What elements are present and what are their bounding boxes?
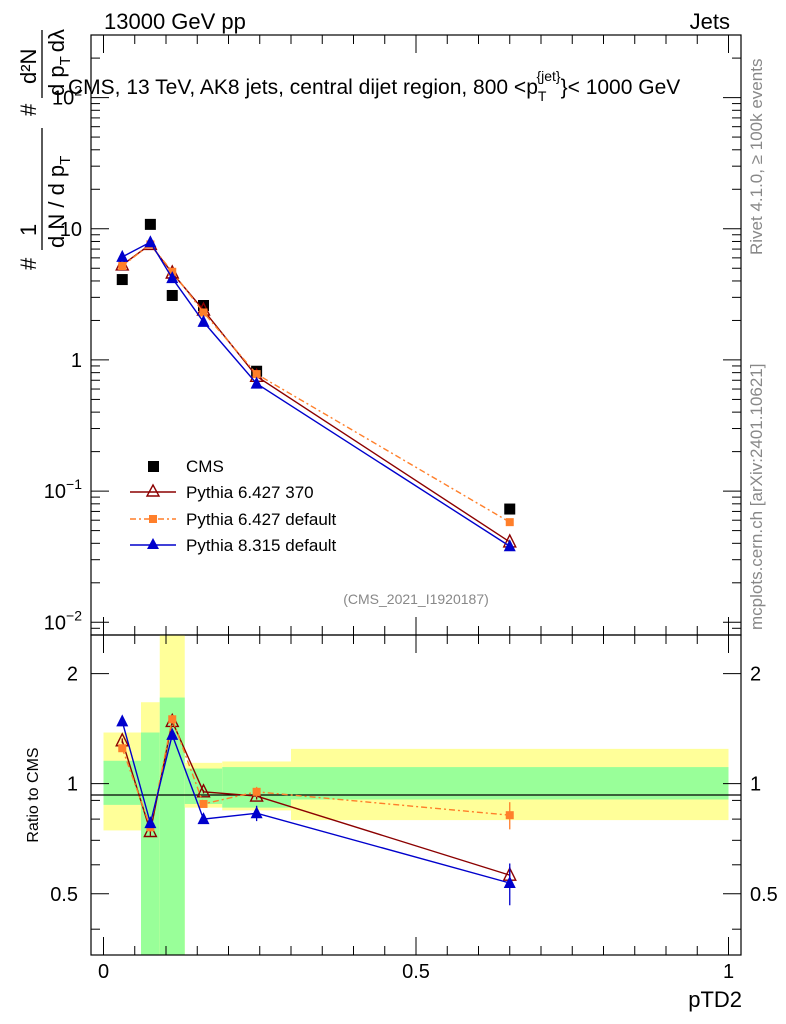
ratio-line [121, 716, 510, 830]
band-inner [291, 767, 729, 800]
legend-entry-p6-default: Pythia 6.427 default [130, 510, 337, 529]
data-point [197, 314, 210, 327]
main-ticks [91, 34, 741, 636]
data-point [252, 370, 261, 379]
series-pythia-8-315-default [116, 235, 516, 552]
ratio-line [121, 721, 510, 884]
y-tick-label-3: 10 [60, 219, 82, 241]
ratio-series-pythia-8-315-default [116, 714, 516, 906]
ratio-y-tick-label-right-2: 2 [750, 664, 761, 686]
svg-text:d²N: d²N [16, 49, 41, 84]
legend-entry-p8: Pythia 8.315 default [130, 536, 337, 555]
analysis-watermark: (CMS_2021_I1920187) [343, 591, 489, 607]
ratio-panel: 0.5 1 2 0.5 1 2 0 0.5 1 Ratio to CMS pTD… [25, 634, 778, 1012]
main-y-axis-label: # 1 d N / d pT # d²N d pTdλ [16, 29, 74, 270]
chart-title: CMS, 13 TeV, AK8 jets, central dijet reg… [68, 68, 680, 104]
data-point [166, 289, 178, 301]
ratio-y-tick-labels: 0.5 1 2 0.5 1 2 [50, 664, 778, 906]
x-tick-label-0: 0 [98, 961, 109, 983]
data-point [144, 218, 156, 230]
ratio-point [196, 783, 211, 798]
series-cms [116, 218, 516, 515]
ratio-point [118, 744, 127, 753]
header-energy: 13000 GeV pp [104, 9, 246, 34]
ratio-point [503, 876, 516, 889]
ratio-point [166, 727, 179, 740]
ratio-line [121, 719, 510, 876]
rivet-label: Rivet 4.1.0, ≥ 100k events [747, 59, 766, 255]
band-inner [141, 732, 160, 955]
data-point [505, 518, 514, 527]
ratio-y-tick-label-right-1: 1 [750, 774, 761, 796]
data-point [118, 262, 127, 271]
ratio-point [199, 799, 208, 808]
main-panel: 10−2 10−1 1 10 102 CMS, 13 TeV, AK8 jets… [16, 29, 742, 636]
ratio-series [115, 712, 517, 906]
series-line [121, 243, 511, 523]
header-category: Jets [690, 9, 730, 34]
data-point [503, 539, 516, 552]
ratio-y-tick-label-2: 2 [67, 664, 78, 686]
ratio-point [168, 715, 177, 724]
svg-text:Pythia 8.315 default: Pythia 8.315 default [186, 536, 337, 555]
ratio-ticks [91, 635, 741, 955]
main-y-tick-labels: 10−2 10−1 1 10 102 [44, 83, 82, 635]
ratio-point [250, 806, 263, 819]
ratio-point [252, 787, 261, 796]
svg-text:d pTdλ: d pTdλ [44, 29, 74, 96]
ratio-point [116, 714, 129, 727]
data-point [504, 503, 516, 515]
ratio-y-tick-label-right-0: 0.5 [750, 884, 778, 906]
ratio-point [144, 816, 157, 829]
x-tick-label-2: 1 [723, 961, 734, 983]
x-tick-labels: 0 0.5 1 [98, 961, 734, 983]
ratio-point [505, 811, 514, 820]
x-tick-label-1: 0.5 [402, 961, 430, 983]
series-pythia-6-427-default [118, 240, 514, 527]
y-tick-label-1: 10−1 [44, 476, 82, 503]
y-tick-label-4: 102 [52, 83, 82, 110]
ratio-y-axis-label: Ratio to CMS [25, 747, 42, 842]
ratio-series-pythia-6-427-default [118, 715, 514, 832]
ratio-y-tick-label-0: 0.5 [50, 884, 78, 906]
ratio-point [197, 812, 210, 825]
legend-entry-p6-370: Pythia 6.427 370 [130, 483, 314, 502]
svg-text:#: # [16, 103, 41, 116]
legend: CMS Pythia 6.427 370 Pythia 6.427 defaul… [130, 457, 337, 555]
series-line [121, 241, 511, 547]
data-point [144, 235, 157, 248]
svg-text:d N / d pT: d N / d pT [44, 156, 74, 248]
legend-entry-cms: CMS [148, 457, 224, 476]
svg-text:Pythia 6.427 370: Pythia 6.427 370 [186, 483, 314, 502]
data-point [116, 274, 128, 286]
x-axis-label: pTD2 [688, 987, 742, 1012]
data-point [199, 308, 208, 317]
y-tick-label-2: 1 [71, 350, 82, 372]
mcplots-label: mcplots.cern.ch [arXiv:2401.10621] [747, 364, 766, 630]
data-point [116, 249, 129, 262]
svg-text:CMS: CMS [186, 457, 224, 476]
data-point [250, 376, 263, 389]
ratio-y-tick-label-1: 1 [67, 774, 78, 796]
y-tick-label-0: 10−2 [44, 607, 82, 634]
svg-text:Pythia 6.427 default: Pythia 6.427 default [186, 510, 337, 529]
svg-text:#: # [16, 257, 41, 270]
svg-text:1: 1 [16, 224, 41, 236]
main-series [115, 218, 517, 552]
data-point [166, 271, 179, 284]
data-point [198, 300, 209, 312]
